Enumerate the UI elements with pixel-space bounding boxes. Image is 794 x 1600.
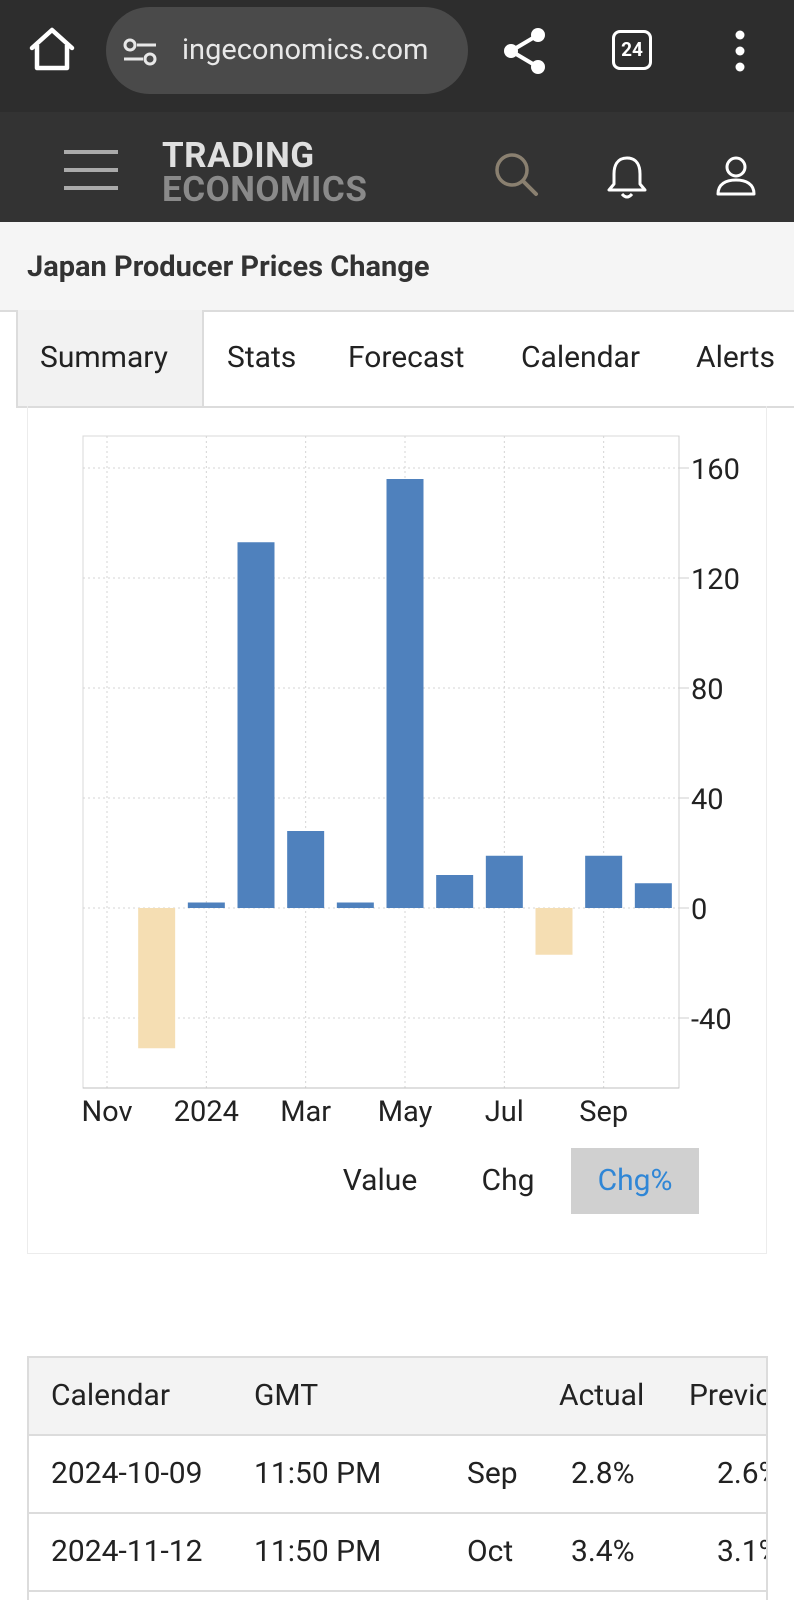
- tab-bar: Summary Stats Forecast Calendar Alerts: [16, 310, 794, 408]
- browser-toolbar: ingeconomics.com 24: [0, 0, 794, 112]
- cell-date: 2024-10-09: [51, 1456, 203, 1491]
- y-tick-label: 160: [691, 453, 740, 487]
- chart-bar: [436, 875, 474, 908]
- site-logo[interactable]: TRADING ECONOMICS: [162, 135, 368, 210]
- table-row[interactable]: 2024-11-12 11:50 PM Oct 3.4% 3.1%: [29, 1514, 766, 1592]
- hamburger-menu-icon[interactable]: [64, 150, 118, 190]
- y-tick-label: -40: [691, 1003, 732, 1037]
- tab-forecast[interactable]: Forecast: [348, 340, 465, 375]
- site-header: TRADING ECONOMICS: [0, 112, 794, 222]
- chart-bar: [585, 855, 623, 908]
- x-tick-label: Nov: [81, 1095, 132, 1129]
- chart-bar: [535, 908, 573, 955]
- y-tick-label: 80: [691, 673, 724, 707]
- cell-time: 11:50 PM: [254, 1534, 382, 1569]
- header-actual: Actual: [559, 1378, 645, 1413]
- logo-line-2: ECONOMICS: [162, 169, 368, 210]
- chart-bar: [485, 855, 523, 908]
- chart-bar: [187, 902, 225, 908]
- home-icon[interactable]: [24, 22, 80, 78]
- x-tick-label: 2024: [174, 1095, 239, 1129]
- chart-panel: 160 120 80 40 0 -40 Nov 2024 Mar May Jul Sep: [27, 406, 767, 1254]
- chart-bar: [336, 902, 374, 908]
- share-icon[interactable]: [500, 26, 550, 76]
- x-tick-label: Jul: [485, 1095, 524, 1129]
- table-row[interactable]: 2024-10-09 11:50 PM Sep 2.8% 2.6%: [29, 1436, 766, 1514]
- chart-bar: [237, 542, 275, 908]
- bar-chart: 160 120 80 40 0 -40 Nov 2024 Mar May Jul Sep: [81, 435, 740, 1129]
- header-gmt: GMT: [254, 1378, 319, 1413]
- bell-icon[interactable]: [604, 152, 650, 200]
- cell-previous: 2.6%: [717, 1456, 766, 1491]
- chart-chg-pct-button[interactable]: Chg%: [571, 1148, 699, 1214]
- x-tick-label: Sep: [579, 1095, 628, 1129]
- tab-calendar[interactable]: Calendar: [521, 340, 641, 375]
- url-text[interactable]: ingeconomics.com: [182, 33, 429, 67]
- calendar-table: Calendar GMT Actual Previous 2024-10-09 …: [27, 1356, 768, 1600]
- page-title: Japan Producer Prices Change: [27, 250, 430, 284]
- tab-stats[interactable]: Stats: [227, 340, 297, 375]
- cell-date: 2024-11-12: [51, 1534, 203, 1569]
- y-tick-label: 40: [691, 783, 724, 817]
- site-settings-icon[interactable]: [122, 37, 158, 67]
- tab-switcher-button[interactable]: 24: [612, 30, 652, 70]
- y-tick-label: 0: [691, 893, 707, 927]
- chart-bar: [287, 831, 325, 908]
- title-band: Japan Producer Prices Change: [0, 222, 794, 312]
- tab-alerts[interactable]: Alerts: [696, 340, 775, 375]
- cell-reference: Oct: [467, 1534, 514, 1569]
- x-tick-label: May: [378, 1095, 433, 1129]
- cell-previous: 3.1%: [717, 1534, 766, 1569]
- cell-actual: 3.4%: [571, 1534, 635, 1569]
- address-bar[interactable]: ingeconomics.com: [106, 7, 468, 94]
- cell-reference: Sep: [467, 1456, 518, 1491]
- chart-chg-button[interactable]: Chg: [481, 1163, 535, 1198]
- x-tick-label: Mar: [280, 1095, 331, 1129]
- y-tick-label: 120: [691, 563, 740, 597]
- more-vert-icon[interactable]: [725, 28, 755, 74]
- chart-value-button[interactable]: Value: [342, 1163, 418, 1198]
- chart-bar: [138, 908, 176, 1049]
- header-calendar: Calendar: [51, 1378, 171, 1413]
- cell-actual: 2.8%: [571, 1456, 635, 1491]
- tab-summary[interactable]: Summary: [16, 310, 204, 406]
- chart-bar: [634, 883, 672, 908]
- logo-line-1: TRADING: [162, 135, 315, 176]
- search-icon[interactable]: [492, 150, 540, 198]
- user-icon[interactable]: [712, 152, 760, 200]
- table-header-row: Calendar GMT Actual Previous: [29, 1358, 766, 1436]
- chart-bar: [386, 479, 424, 908]
- cell-time: 11:50 PM: [254, 1456, 382, 1491]
- header-previous: Previous: [689, 1378, 766, 1413]
